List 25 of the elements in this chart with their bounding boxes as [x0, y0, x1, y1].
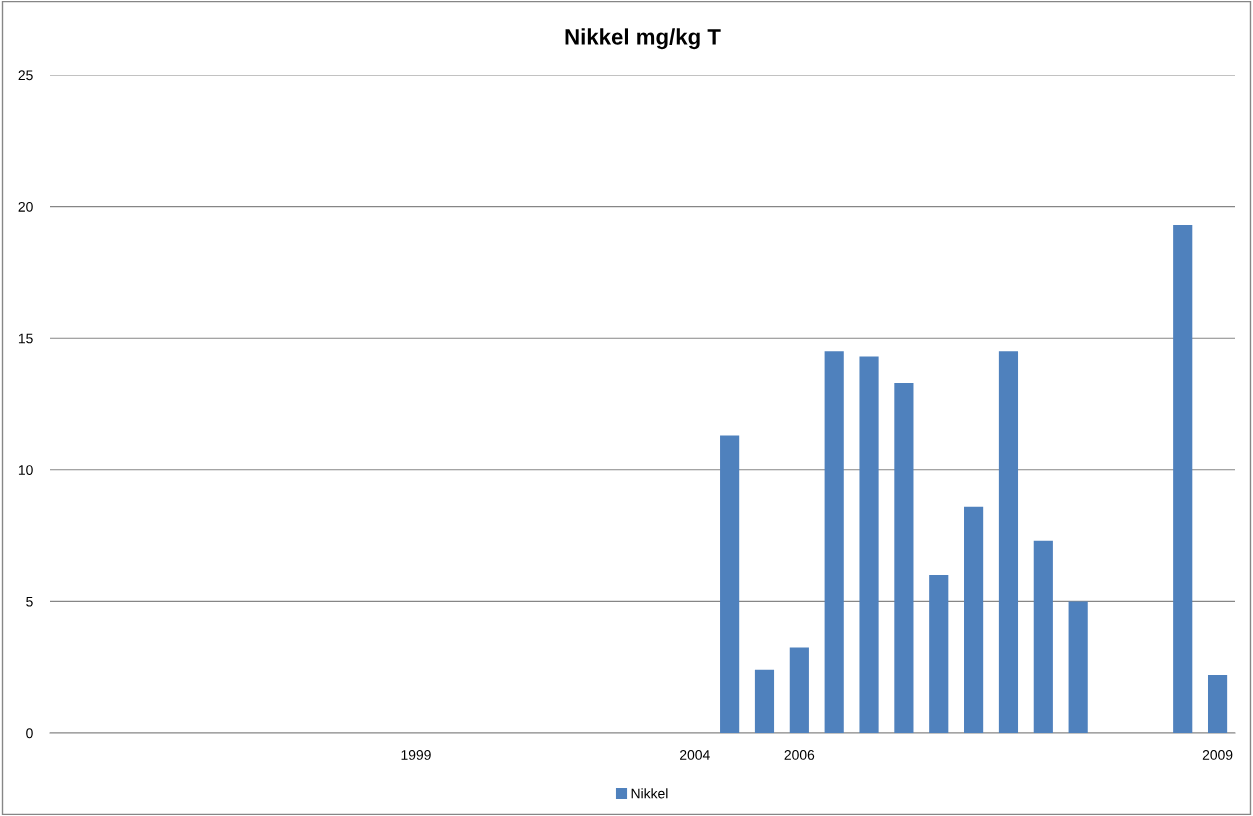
- y-tick-label: 5: [26, 596, 33, 607]
- y-tick-label: 0: [26, 728, 33, 739]
- x-tick-label: 2009: [1202, 750, 1233, 760]
- x-tick-label: 1999: [401, 750, 431, 760]
- x-tick-label: 2006: [784, 750, 815, 760]
- y-tick-label: 25: [18, 70, 33, 81]
- legend-label: Nikkel: [631, 788, 668, 799]
- bar: [859, 356, 879, 733]
- bar: [998, 351, 1019, 733]
- bar: [720, 435, 740, 733]
- bar: [1033, 540, 1053, 733]
- bar: [789, 647, 809, 733]
- y-tick-label: 15: [18, 333, 33, 344]
- bar: [894, 382, 914, 733]
- bar: [1207, 675, 1228, 733]
- bar: [929, 575, 949, 733]
- chart-title: Nikkel mg/kg T: [565, 28, 721, 50]
- bar: [1173, 225, 1193, 733]
- y-tick-label: 10: [18, 465, 33, 475]
- x-tick-label: 2004: [680, 750, 710, 760]
- bar: [964, 506, 984, 733]
- bar: [754, 669, 775, 733]
- bar: [824, 351, 844, 733]
- y-tick-label: 20: [18, 201, 33, 212]
- bar: [1068, 601, 1088, 733]
